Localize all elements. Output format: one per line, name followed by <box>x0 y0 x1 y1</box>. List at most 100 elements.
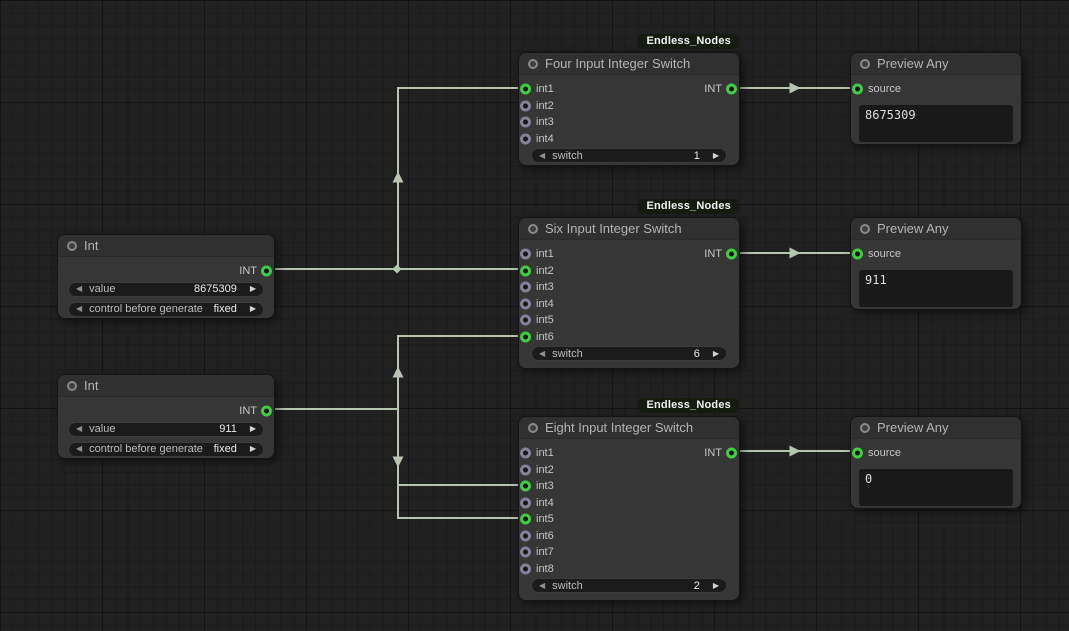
output-port-INT[interactable] <box>261 265 272 277</box>
wire-direction-arrow-icon <box>789 247 801 259</box>
collapse-dot-icon[interactable] <box>528 422 538 433</box>
input-port-int1[interactable] <box>520 248 531 260</box>
widget-decrement-icon[interactable]: ◀ <box>76 304 83 313</box>
output-row: INT <box>58 403 274 419</box>
input-row: int4 <box>519 495 739 511</box>
widget-decrement-icon[interactable]: ◀ <box>539 150 546 160</box>
output-row: INT <box>519 445 739 461</box>
widget-switch[interactable]: ◀ switch 1 ▶ <box>531 148 727 163</box>
node-preview-b[interactable]: Preview Any source 911 <box>850 217 1022 310</box>
input-row: int3 <box>519 478 739 494</box>
widget-increment-icon[interactable]: ▶ <box>249 284 256 293</box>
input-port-int2[interactable] <box>520 464 531 475</box>
preview-output-text[interactable]: 911 <box>859 270 1013 307</box>
widget-label: switch <box>552 347 583 360</box>
input-row: int2 <box>519 462 739 478</box>
input-port-int2[interactable] <box>520 265 531 276</box>
widget-decrement-icon[interactable]: ◀ <box>539 580 546 590</box>
widget-control-before-generate[interactable]: ◀ control before generate fixed ▶ <box>68 301 264 317</box>
output-port-INT[interactable] <box>261 405 272 417</box>
preview-output-text[interactable]: 8675309 <box>859 105 1013 142</box>
node-category-badge: Endless_Nodes <box>638 34 739 49</box>
node-eight-input-integer-switch[interactable]: Endless_Nodes Eight Input Integer Switch i… <box>518 398 740 601</box>
input-row: int6 <box>519 329 739 345</box>
node-category-badge: Endless_Nodes <box>638 398 739 413</box>
widget-switch[interactable]: ◀ switch 2 ▶ <box>531 578 727 593</box>
node-preview-a[interactable]: Preview Any source 8675309 <box>850 52 1022 145</box>
node-title-bar[interactable]: Eight Input Integer Switch <box>519 417 739 439</box>
node-title-bar[interactable]: Int <box>58 235 274 257</box>
input-port-source[interactable] <box>852 447 863 459</box>
input-port-int4[interactable] <box>520 497 531 508</box>
input-port-int4[interactable] <box>520 133 531 144</box>
collapse-dot-icon[interactable] <box>67 240 77 251</box>
input-row: int2 <box>519 98 739 114</box>
input-row: int1 <box>519 246 739 262</box>
widget-value[interactable]: ◀ value 911 ▶ <box>68 421 264 437</box>
input-port-int6[interactable] <box>520 331 531 342</box>
input-port-int4[interactable] <box>520 298 531 309</box>
collapse-dot-icon[interactable] <box>860 223 870 234</box>
input-port-source[interactable] <box>852 248 863 260</box>
input-port-int2[interactable] <box>520 100 531 111</box>
input-port-int5[interactable] <box>520 513 531 525</box>
input-label: int1 <box>536 83 554 95</box>
preview-output-text[interactable]: 0 <box>859 469 1013 506</box>
collapse-dot-icon[interactable] <box>860 58 870 69</box>
wire-direction-arrow-icon <box>789 445 801 457</box>
wire[interactable] <box>268 408 524 486</box>
input-port-int6[interactable] <box>520 530 531 541</box>
output-port-INT[interactable] <box>726 83 737 95</box>
node-preview-c[interactable]: Preview Any source 0 <box>850 416 1022 509</box>
input-port-source[interactable] <box>852 83 863 95</box>
input-port-int8[interactable] <box>520 563 531 574</box>
widget-increment-icon[interactable]: ▶ <box>712 150 719 160</box>
node-title-bar[interactable]: Six Input Integer Switch <box>519 218 739 240</box>
widget-label: switch <box>552 149 583 162</box>
input-port-int3[interactable] <box>520 281 531 293</box>
input-port-int5[interactable] <box>520 314 531 326</box>
input-label: source <box>868 83 902 95</box>
output-port-INT[interactable] <box>726 248 737 260</box>
wire-junction-diamond-icon <box>392 264 402 274</box>
collapse-dot-icon[interactable] <box>528 223 538 234</box>
widget-value[interactable]: ◀ value 8675309 ▶ <box>68 281 264 297</box>
node-title-bar[interactable]: Preview Any <box>851 53 1021 75</box>
input-row: int5 <box>519 312 739 328</box>
input-port-int3[interactable] <box>520 480 531 492</box>
widget-control-before-generate[interactable]: ◀ control before generate fixed ▶ <box>68 441 264 457</box>
output-label: INT <box>704 447 722 459</box>
node-title-bar[interactable]: Preview Any <box>851 417 1021 439</box>
widget-increment-icon[interactable]: ▶ <box>712 580 719 590</box>
input-label: int5 <box>536 314 554 326</box>
collapse-dot-icon[interactable] <box>860 422 870 433</box>
input-label: int3 <box>536 116 554 128</box>
widget-increment-icon[interactable]: ▶ <box>712 348 719 358</box>
input-label: int3 <box>536 480 554 492</box>
widget-switch[interactable]: ◀ switch 6 ▶ <box>531 346 727 361</box>
node-title-bar[interactable]: Four Input Integer Switch <box>519 53 739 75</box>
widget-decrement-icon[interactable]: ◀ <box>76 284 83 293</box>
widget-increment-icon[interactable]: ▶ <box>249 304 256 313</box>
widget-increment-icon[interactable]: ▶ <box>249 444 256 453</box>
input-row: int3 <box>519 279 739 295</box>
input-port-int1[interactable] <box>520 83 531 95</box>
node-int-b[interactable]: Int INT ◀ value 911 ▶ ◀ control before generate… <box>57 374 275 459</box>
collapse-dot-icon[interactable] <box>67 380 77 391</box>
input-port-int7[interactable] <box>520 546 531 558</box>
output-port-INT[interactable] <box>726 447 737 459</box>
widget-decrement-icon[interactable]: ◀ <box>539 348 546 358</box>
node-title-bar[interactable]: Int <box>58 375 274 397</box>
node-six-input-integer-switch[interactable]: Endless_Nodes Six Input Integer Switch int… <box>518 199 740 369</box>
node-int-a[interactable]: Int INT ◀ value 8675309 ▶ ◀ control before gene… <box>57 234 275 319</box>
input-label: int2 <box>536 264 554 277</box>
input-port-int3[interactable] <box>520 116 531 128</box>
node-four-input-integer-switch[interactable]: Endless_Nodes Four Input Integer Switch in… <box>518 34 740 166</box>
widget-increment-icon[interactable]: ▶ <box>249 424 256 433</box>
widget-decrement-icon[interactable]: ◀ <box>76 424 83 433</box>
collapse-dot-icon[interactable] <box>528 58 538 69</box>
input-port-int1[interactable] <box>520 447 531 459</box>
node-title-bar[interactable]: Preview Any <box>851 218 1021 240</box>
widget-decrement-icon[interactable]: ◀ <box>76 444 83 453</box>
